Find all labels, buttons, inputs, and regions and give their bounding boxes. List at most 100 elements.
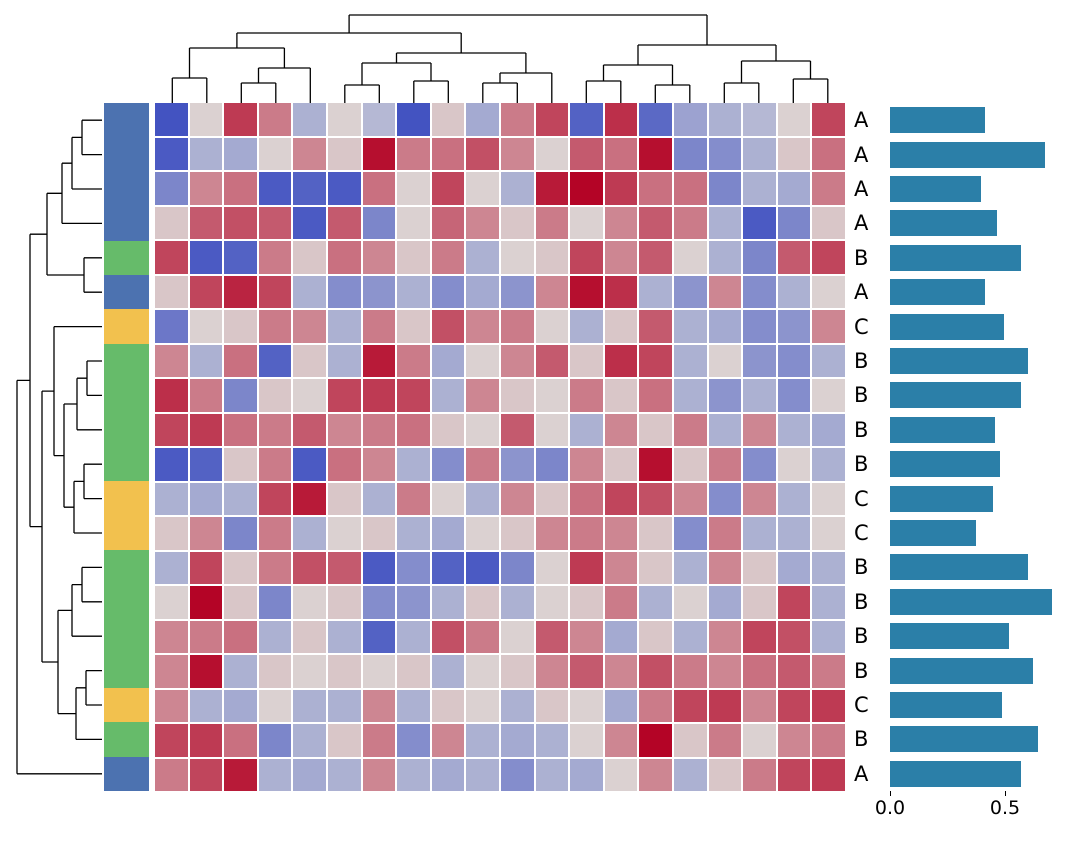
- heatmap-cell: [327, 413, 361, 446]
- bar: [890, 416, 995, 443]
- heatmap-cell: [258, 586, 292, 619]
- heatmap-cell: [431, 413, 465, 446]
- heatmap-cell: [189, 379, 223, 412]
- bar-axis-tickmark-0: [890, 791, 891, 796]
- heatmap-cell: [293, 379, 326, 412]
- heatmap-cell: [258, 482, 292, 515]
- heatmap-cell: [500, 517, 534, 550]
- row-color-swatch: [104, 584, 149, 619]
- heatmap-cell: [570, 758, 603, 791]
- heatmap-cell: [777, 620, 811, 653]
- bar: [890, 726, 1038, 753]
- heatmap-cell: [743, 551, 776, 584]
- heatmap-cell: [189, 448, 223, 481]
- heatmap-cell: [224, 758, 257, 791]
- heatmap-cell: [639, 379, 672, 412]
- row-color-swatch: [104, 756, 149, 791]
- heatmap-cell: [258, 413, 292, 446]
- heatmap-cell: [327, 206, 361, 239]
- heatmap-cell: [500, 413, 534, 446]
- bar: [890, 141, 1045, 168]
- heatmap-cell: [397, 103, 430, 136]
- heatmap-cell: [570, 103, 603, 136]
- heatmap-cell: [258, 620, 292, 653]
- heatmap-cell: [327, 551, 361, 584]
- heatmap-cell: [639, 482, 672, 515]
- row-label: A: [854, 108, 869, 133]
- heatmap-cell: [155, 689, 188, 722]
- heatmap-cell: [224, 241, 257, 274]
- heatmap-cell: [812, 275, 845, 308]
- heatmap-cell: [155, 724, 188, 757]
- heatmap-cell: [743, 275, 776, 308]
- heatmap-cell: [224, 724, 257, 757]
- heatmap-cell: [708, 344, 742, 377]
- heatmap-cell: [708, 689, 742, 722]
- heatmap-cell: [604, 206, 638, 239]
- bar-row: [890, 516, 1076, 550]
- heatmap-cell: [189, 241, 223, 274]
- heatmap-cell: [708, 482, 742, 515]
- row-label: A: [854, 761, 869, 786]
- heatmap-cell: [466, 310, 499, 343]
- bar-row: [890, 378, 1076, 412]
- heatmap-cell: [258, 655, 292, 688]
- row-label: C: [854, 486, 869, 511]
- heatmap-cell: [189, 724, 223, 757]
- heatmap-cell: [224, 482, 257, 515]
- heatmap-cell: [777, 448, 811, 481]
- heatmap-cell: [743, 655, 776, 688]
- heatmap-cell: [362, 689, 396, 722]
- bar-row: [890, 585, 1076, 619]
- heatmap-cell: [812, 655, 845, 688]
- heatmap-cell: [466, 379, 499, 412]
- row-color-swatch: [104, 343, 149, 379]
- bar: [890, 588, 1053, 615]
- heatmap-cell: [397, 586, 430, 619]
- heatmap-cell: [743, 206, 776, 239]
- heatmap-cell: [224, 620, 257, 653]
- heatmap-cell: [673, 310, 707, 343]
- heatmap-cell: [466, 586, 499, 619]
- heatmap-cell: [431, 344, 465, 377]
- heatmap-cell: [293, 551, 326, 584]
- heatmap-cell: [535, 448, 569, 481]
- heatmap-cell: [362, 724, 396, 757]
- heatmap-cell: [397, 137, 430, 170]
- heatmap-cell: [812, 137, 845, 170]
- heatmap-cell: [535, 482, 569, 515]
- heatmap-cell: [155, 103, 188, 136]
- heatmap-cell: [155, 275, 188, 308]
- row-color-swatch: [104, 447, 149, 482]
- heatmap-cell: [293, 172, 326, 205]
- heatmap-cell: [673, 620, 707, 653]
- heatmap-cell: [500, 482, 534, 515]
- heatmap-cell: [743, 758, 776, 791]
- heatmap-cell: [743, 241, 776, 274]
- heatmap-cell: [673, 586, 707, 619]
- heatmap-cell: [535, 689, 569, 722]
- bar-row: [890, 757, 1076, 791]
- heatmap-cell: [812, 620, 845, 653]
- heatmap-cell: [155, 655, 188, 688]
- heatmap-cell: [570, 689, 603, 722]
- bar: [890, 210, 998, 237]
- heatmap-cell: [362, 172, 396, 205]
- heatmap-cell: [812, 172, 845, 205]
- heatmap-cell: [224, 344, 257, 377]
- heatmap-cell: [535, 103, 569, 136]
- heatmap-cell: [362, 551, 396, 584]
- heatmap-cell: [673, 413, 707, 446]
- heatmap-cell: [604, 586, 638, 619]
- heatmap-cell: [500, 310, 534, 343]
- heatmap-cell: [397, 655, 430, 688]
- heatmap-cell: [570, 655, 603, 688]
- heatmap-cell: [777, 689, 811, 722]
- heatmap-cell: [570, 310, 603, 343]
- heatmap-cell: [466, 655, 499, 688]
- heatmap-cell: [500, 551, 534, 584]
- heatmap-cell: [466, 482, 499, 515]
- heatmap-cell: [777, 310, 811, 343]
- heatmap-cell: [743, 689, 776, 722]
- row-label: B: [854, 727, 869, 752]
